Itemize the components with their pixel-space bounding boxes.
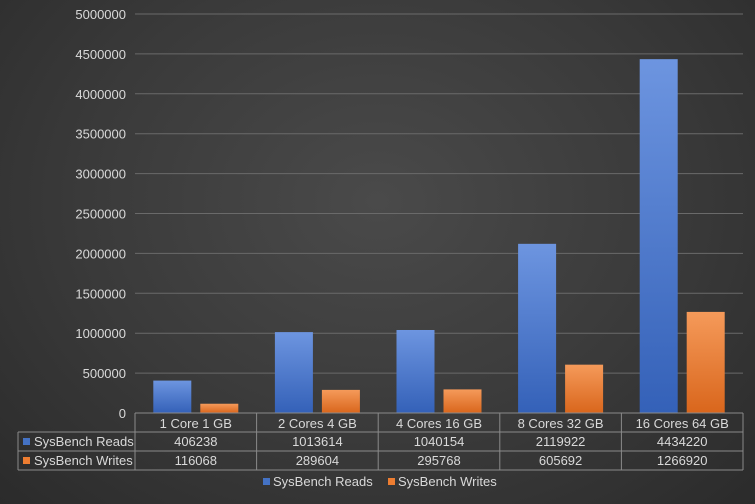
data-table: 1 Core 1 GB 2 Cores 4 GB 4 Cores 16 GB 8 Co… bbox=[17, 412, 744, 471]
data-label: 1013614 bbox=[292, 434, 343, 449]
y-tick-label: 4000000 bbox=[75, 87, 126, 102]
y-tick-label: 500000 bbox=[83, 366, 126, 381]
series-key-swatch bbox=[23, 438, 30, 445]
data-label: 605692 bbox=[539, 453, 582, 468]
bar-writes bbox=[200, 403, 239, 413]
bar-reads bbox=[274, 332, 313, 413]
data-label: 295768 bbox=[417, 453, 460, 468]
data-label: 116068 bbox=[175, 453, 217, 468]
series-name: SysBench Writes bbox=[34, 453, 133, 468]
data-label: 4434220 bbox=[657, 434, 708, 449]
bar-writes bbox=[565, 364, 604, 413]
x-category-label: 1 Core 1 GB bbox=[160, 416, 232, 431]
y-tick-label: 2000000 bbox=[75, 246, 126, 261]
bar-reads bbox=[518, 243, 557, 413]
series-name: SysBench Reads bbox=[34, 434, 134, 449]
bar-reads bbox=[639, 59, 678, 414]
bar-reads bbox=[396, 329, 435, 413]
legend-swatch bbox=[263, 478, 270, 485]
bar-writes bbox=[686, 311, 725, 413]
bar-writes bbox=[321, 389, 360, 413]
data-label: 2119922 bbox=[536, 434, 586, 449]
x-category-label: 16 Cores 64 GB bbox=[636, 416, 729, 431]
y-tick-label: 1500000 bbox=[75, 286, 126, 301]
y-axis: 0 500000 1000000 1500000 2000000 2500000 30000… bbox=[75, 7, 126, 421]
bars bbox=[153, 59, 725, 414]
bar-writes bbox=[443, 389, 482, 413]
y-tick-label: 0 bbox=[119, 406, 126, 421]
x-category-label: 4 Cores 16 GB bbox=[396, 416, 482, 431]
data-label: 1266920 bbox=[657, 453, 708, 468]
y-tick-label: 4500000 bbox=[75, 47, 126, 62]
legend-label: SysBench Reads bbox=[273, 474, 373, 489]
data-label: 406238 bbox=[174, 434, 217, 449]
series-key-swatch bbox=[23, 457, 30, 464]
x-category-label: 2 Cores 4 GB bbox=[278, 416, 357, 431]
legend-label: SysBench Writes bbox=[398, 474, 497, 489]
gridlines bbox=[135, 13, 743, 374]
data-label: 1040154 bbox=[414, 434, 465, 449]
y-tick-label: 2500000 bbox=[75, 207, 126, 222]
data-label: 289604 bbox=[296, 453, 339, 468]
legend: SysBench Reads SysBench Writes bbox=[263, 474, 497, 489]
y-tick-label: 1000000 bbox=[75, 326, 126, 341]
x-category-label: 8 Cores 32 GB bbox=[518, 416, 604, 431]
y-tick-label: 3500000 bbox=[75, 127, 126, 142]
y-tick-label: 3000000 bbox=[75, 167, 126, 182]
y-tick-label: 5000000 bbox=[75, 7, 126, 22]
bar-reads bbox=[153, 380, 192, 413]
legend-swatch bbox=[388, 478, 395, 485]
